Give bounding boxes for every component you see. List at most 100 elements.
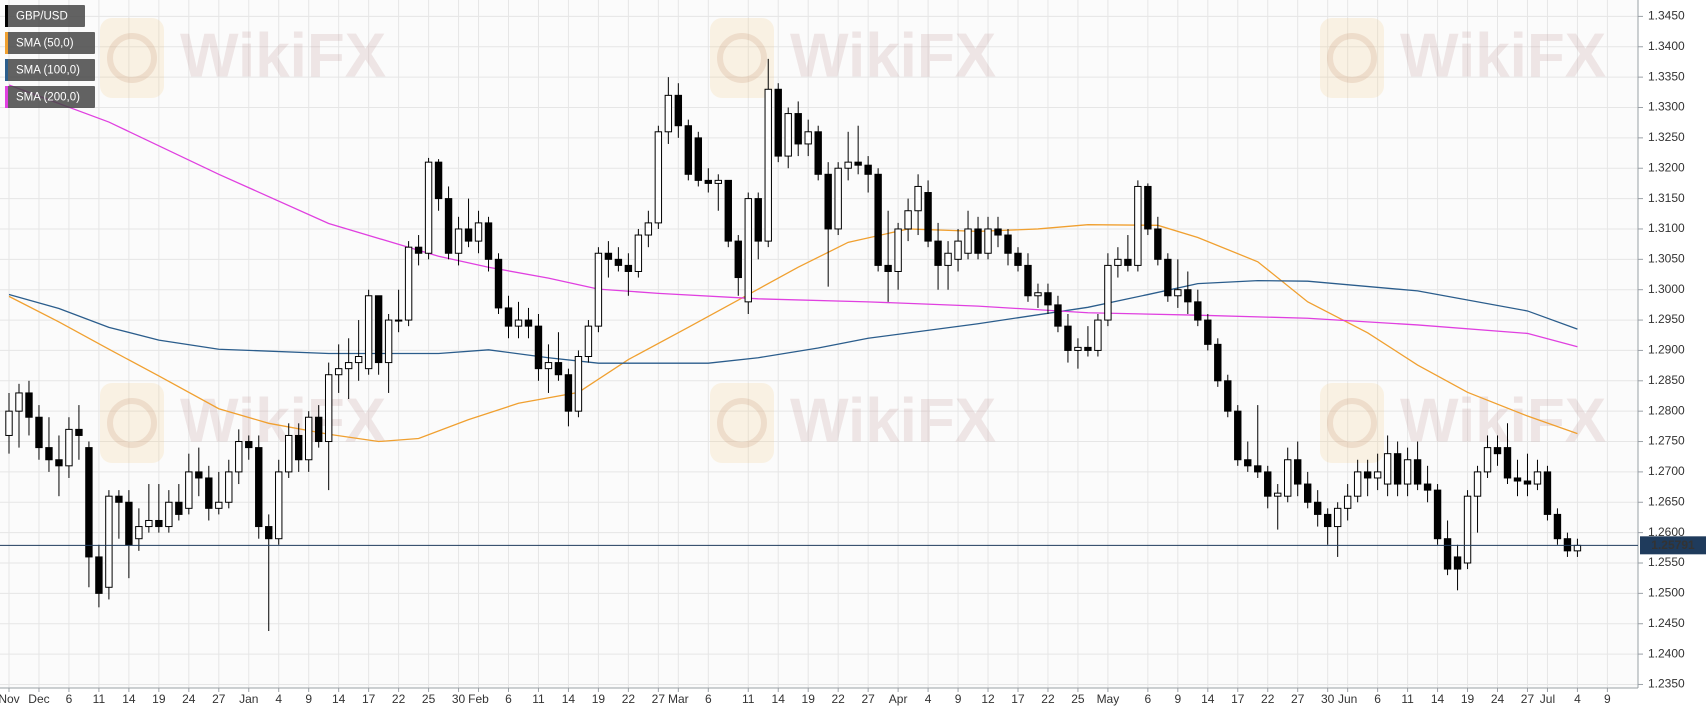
y-tick-label: 1.2450 [1648,616,1685,630]
candle-body [185,471,193,509]
y-tick-label: 1.3000 [1648,282,1685,296]
y-tick-label: 1.3300 [1648,100,1685,114]
x-tick-label: Nov [0,692,20,706]
watermark-logo [710,383,774,463]
candle-body [1144,185,1152,230]
candle-body [1214,343,1222,382]
candle-body [574,356,583,412]
x-tick-label: 19 [592,692,606,706]
candle-body [115,495,123,503]
x-tick-label: Mar [668,692,689,706]
candle-body [285,434,293,473]
candle-body [1533,471,1542,485]
candle-body [444,198,453,254]
candle-body [65,428,73,467]
candle-body [854,161,862,166]
candle-body [434,161,443,200]
candle-body [784,113,792,157]
candle-body [175,501,183,515]
candle-body [1104,264,1112,321]
x-tick-label: 22 [392,692,406,706]
candle-body [1054,304,1062,327]
candle-body [874,173,882,266]
candle-body [764,88,772,242]
watermark-logo [1320,383,1384,463]
candle-body [1363,471,1372,479]
candle-body [584,325,593,358]
watermark: WikiFX [1400,21,1606,90]
candle-body [35,416,43,449]
x-tick-label: 17 [1011,692,1025,706]
y-tick-label: 1.3100 [1648,221,1685,235]
sma-line [8,84,1578,348]
plot-background [0,0,1638,688]
candle-body [1274,492,1282,497]
y-tick-label: 1.2550 [1648,555,1685,569]
candle-body [1244,459,1252,467]
x-tick-label: 4 [925,692,932,706]
candle-body [414,246,423,254]
candle-body [924,192,932,242]
candle-body [834,167,842,230]
candle-body [484,222,493,260]
y-tick-label: 1.2600 [1648,525,1685,539]
candle-body [674,94,683,127]
candle-body [614,258,623,266]
candle-body [914,185,922,212]
legend-label: SMA (100,0) [16,65,80,77]
candle-body [654,131,663,224]
candle-body [1034,292,1042,297]
candle-body [894,228,902,272]
candle-body [1184,289,1192,303]
candle-body [155,519,163,528]
candle-body [75,428,83,436]
candle-body [45,447,53,461]
candle-body [1473,471,1482,497]
watermark-logo [100,383,164,463]
candle-body [145,519,153,528]
candle-body [354,356,363,364]
candle-body [1134,185,1142,266]
legend-label: GBP/USD [16,11,68,23]
candle-body [55,459,63,467]
watermark-logo [710,18,774,98]
candle-body [644,222,653,236]
candle-body [1114,258,1122,266]
candle-body [514,319,523,327]
legend-box [5,32,95,54]
y-tick-label: 1.2900 [1648,343,1685,357]
candle-body [344,362,353,370]
candle-body [205,477,213,509]
x-tick-label: 17 [362,692,376,706]
x-tick-label: 30 [452,692,466,706]
y-tick-label: 1.3250 [1648,130,1685,144]
x-tick-label: 12 [981,692,995,706]
candle-body [394,319,403,322]
x-tick-label: 11 [93,692,106,706]
candle-body [305,416,313,461]
x-tick-label: 22 [1041,692,1055,706]
candle-body [994,228,1002,236]
x-tick-label: 22 [1261,692,1275,706]
candle-body [1224,380,1232,412]
candle-body [1094,319,1102,351]
candle-body [374,295,383,364]
candle-body [1304,483,1312,503]
candle-body [324,374,333,443]
candle-body [314,416,323,443]
candle-body [265,526,273,540]
x-tick-label: Apr [889,692,908,706]
y-tick-label: 1.3350 [1648,69,1685,83]
y-tick-label: 1.3150 [1648,191,1685,205]
candle-body [1264,471,1272,497]
candle-body [1513,477,1522,482]
candle-body [544,362,553,370]
candle-body [554,362,563,376]
x-tick-label: 24 [1491,692,1505,706]
candle-body [1353,471,1362,497]
x-tick-label: 6 [705,692,712,706]
legend-label: SMA (200,0) [16,92,80,104]
candle-body [404,246,413,321]
x-tick-label: 19 [802,692,816,706]
candle-body [245,441,253,449]
